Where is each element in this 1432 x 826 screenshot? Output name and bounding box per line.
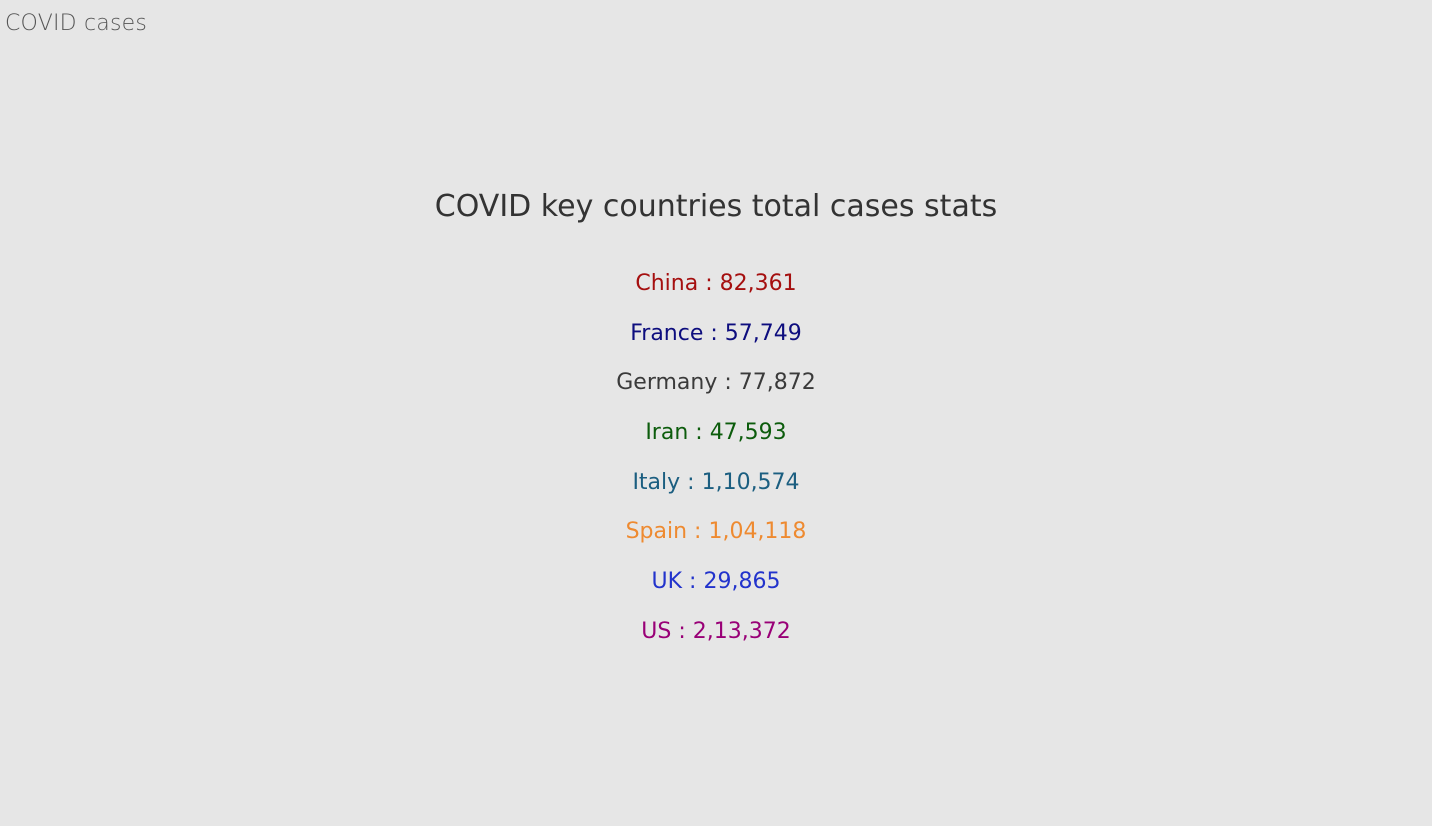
case-count: 1,04,118 <box>708 519 807 545</box>
country-name: Spain <box>625 519 688 545</box>
separator: : <box>688 420 710 446</box>
case-count: 29,865 <box>703 569 781 595</box>
country-stats-list: China : 82,361 France : 57,749 Germany :… <box>0 268 1432 666</box>
page-heading: COVID key countries total cases stats <box>434 189 998 224</box>
stat-row-italy: Italy : 1,10,574 <box>0 467 1432 517</box>
country-name: France <box>630 320 704 346</box>
stat-row-spain: Spain : 1,04,118 <box>0 516 1432 566</box>
country-name: Iran <box>645 420 689 446</box>
separator: : <box>682 569 704 595</box>
country-name: Germany <box>616 370 718 396</box>
stat-row-us: US : 2,13,372 <box>0 616 1432 666</box>
separator: : <box>687 519 709 545</box>
separator: : <box>680 469 702 495</box>
case-count: 77,872 <box>738 370 816 396</box>
separator: : <box>671 618 693 644</box>
separator: : <box>703 320 725 346</box>
country-name: China <box>635 271 699 296</box>
country-name: Italy <box>632 469 681 495</box>
case-count: 57,749 <box>724 320 802 346</box>
case-count: 47,593 <box>709 420 787 446</box>
stat-row-iran: Iran : 47,593 <box>0 417 1432 467</box>
country-name: US <box>641 618 672 644</box>
stat-row-germany: Germany : 77,872 <box>0 367 1432 417</box>
stat-row-uk: UK : 29,865 <box>0 566 1432 616</box>
case-count: 2,13,372 <box>692 618 791 644</box>
app-title: COVID cases <box>5 11 147 36</box>
stat-row-france: France : 57,749 <box>0 318 1432 368</box>
stat-row-china: China : 82,361 <box>0 268 1432 318</box>
country-name: UK <box>651 569 683 595</box>
case-count: 82,361 <box>719 271 797 296</box>
case-count: 1,10,574 <box>701 469 800 495</box>
separator: : <box>698 271 720 296</box>
separator: : <box>717 370 739 396</box>
